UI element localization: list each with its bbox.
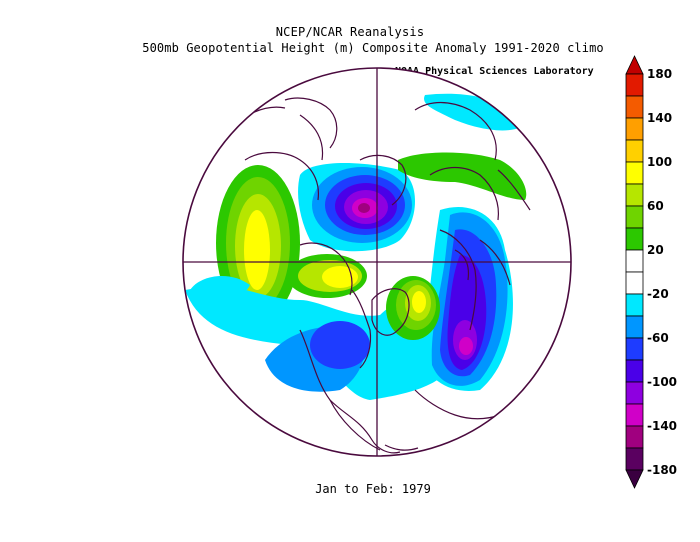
anomaly-field (183, 68, 571, 456)
colorbar-tick-label: -60 (647, 331, 669, 345)
colorbar-bin (625, 359, 644, 383)
colorbar-max-arrow (625, 55, 644, 75)
colorbar-bin (625, 161, 644, 185)
map-title: NCEP/NCAR Reanalysis (275, 25, 425, 39)
colorbar-bin (625, 249, 644, 273)
colorbar-tick-label: 100 (647, 155, 672, 169)
colorbar-bin (625, 337, 644, 361)
colorbar: 180 140 100 60 20 -20 -60 -100 -140 -180 (625, 55, 677, 489)
colorbar-tick-label: -140 (647, 419, 677, 433)
coastlines (239, 97, 549, 454)
colorbar-tick-label: 140 (647, 111, 672, 125)
europe-trough (431, 212, 508, 386)
colorbar-bin (625, 205, 644, 229)
atlantic-cyan (190, 275, 250, 301)
colorbar-bin (625, 139, 644, 163)
na-trough (265, 321, 370, 392)
colorbar-bin (625, 293, 644, 317)
colorbar-tick-label: -20 (647, 287, 669, 301)
colorbar-min-arrow (625, 469, 644, 489)
map-subtitle: 500mb Geopotential Height (m) Composite … (142, 41, 604, 55)
credit-label: NOAA Physical Sciences Laboratory (395, 66, 594, 77)
colorbar-tick-label: -180 (647, 463, 677, 477)
colorbar-bin (625, 315, 644, 339)
colorbar-bin (625, 95, 644, 119)
colorbar-bin (625, 227, 644, 251)
colorbar-bin (625, 447, 644, 471)
eurasia-ridge (398, 152, 527, 200)
colorbar-tick-label: 180 (647, 67, 672, 81)
period-label: Jan to Feb: 1979 (315, 482, 431, 496)
colorbar-bin (625, 117, 644, 141)
colorbar-tick-label: 20 (647, 243, 664, 257)
greenland-ridge (386, 276, 440, 340)
colorbar-bin (625, 381, 644, 405)
canada-ridge (287, 254, 367, 298)
arctic-low (312, 167, 412, 243)
colorbar-bin (625, 403, 644, 427)
colorbar-bin (625, 425, 644, 449)
colorbar-bin (625, 183, 644, 207)
colorbar-tick-label: 60 (647, 199, 664, 213)
colorbar-bin (625, 73, 644, 97)
colorbar-tick-label: -100 (647, 375, 677, 389)
colorbar-bin (625, 271, 644, 295)
